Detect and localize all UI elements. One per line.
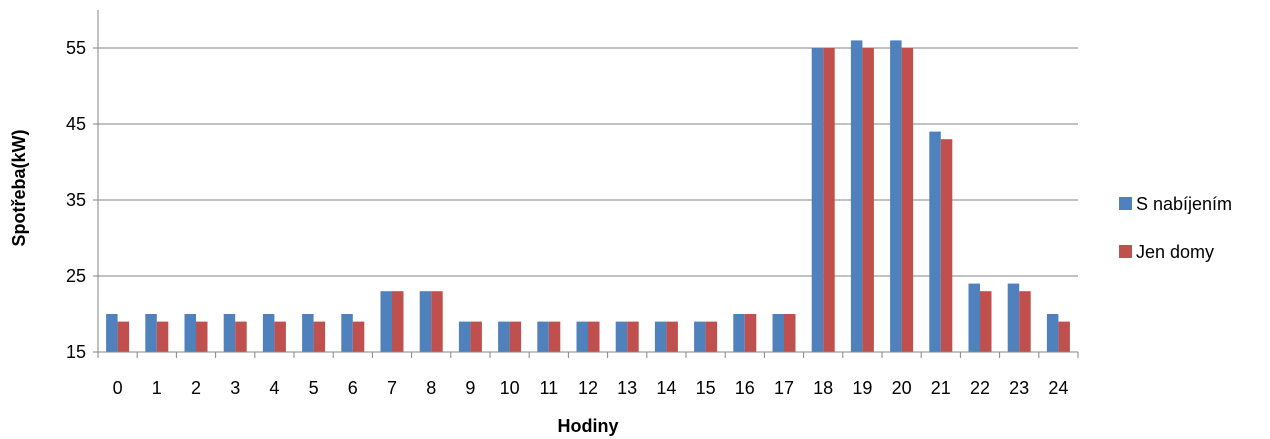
bar-s-nabijenim-15	[694, 321, 706, 352]
bar-s-nabijenim-10	[498, 321, 510, 352]
x-tick-label: 24	[1048, 378, 1068, 398]
bar-s-nabijenim-1	[145, 314, 157, 352]
bar-s-nabijenim-2	[184, 314, 196, 352]
bar-s-nabijenim-9	[458, 321, 471, 352]
bar-jen-domy-1	[156, 321, 169, 352]
x-tick-label: 22	[970, 378, 990, 398]
bar-s-nabijenim-23	[1007, 283, 1020, 352]
x-tick-label: 11	[539, 378, 558, 398]
bar-jen-domy-15	[705, 321, 718, 352]
x-tick-label: 0	[113, 378, 123, 398]
bars	[106, 40, 1070, 353]
bar-jen-domy-16	[744, 314, 757, 352]
bar-jen-domy-22	[980, 291, 992, 352]
x-tick-label: 15	[696, 378, 716, 398]
legend-label-s-nabijenim: S nabíjením	[1136, 194, 1232, 214]
bar-s-nabijenim-8	[419, 291, 432, 352]
bar-jen-domy-13	[627, 321, 639, 352]
bar-jen-domy-14	[666, 321, 678, 352]
x-tick-label: 23	[1009, 378, 1029, 398]
legend: S nabíjením Jen domy	[1119, 194, 1232, 262]
bar-jen-domy-23	[1019, 291, 1031, 352]
legend-swatch-jen-domy	[1119, 245, 1132, 258]
x-tick-label: 5	[309, 378, 319, 398]
x-tick-label: 3	[230, 378, 240, 398]
x-tick-label: 14	[656, 378, 676, 398]
bar-jen-domy-9	[470, 321, 482, 352]
y-tick-label: 15	[66, 342, 86, 362]
x-tick-label: 20	[892, 378, 912, 398]
bar-s-nabijenim-6	[341, 314, 353, 352]
x-axis-title: Hodiny	[558, 416, 619, 436]
x-tick-label: 16	[735, 378, 755, 398]
bar-s-nabijenim-14	[654, 321, 667, 352]
bar-s-nabijenim-16	[733, 314, 745, 352]
bar-s-nabijenim-18	[811, 48, 824, 352]
bar-s-nabijenim-7	[380, 291, 392, 352]
bar-s-nabijenim-20	[890, 40, 902, 353]
bar-jen-domy-12	[588, 321, 600, 352]
x-tick-label: 6	[348, 378, 358, 398]
bar-jen-domy-19	[862, 48, 874, 352]
x-tick-label: 12	[578, 378, 598, 398]
bar-s-nabijenim-19	[850, 40, 863, 353]
y-tick-label: 35	[66, 190, 86, 210]
y-axis-title: Spotřeba(kW)	[9, 129, 29, 246]
x-tick-label: 13	[617, 378, 637, 398]
bar-s-nabijenim-4	[262, 314, 275, 352]
bar-jen-domy-2	[196, 321, 208, 352]
bar-jen-domy-10	[509, 321, 522, 352]
x-tick-label: 18	[813, 378, 833, 398]
bar-s-nabijenim-24	[1046, 314, 1059, 352]
x-tick-labels: 0 1 2 3 4 5 6 7 8 9 10 11 12 13 14 15 16 17 18 19 20 21 22 23 24	[113, 378, 1069, 398]
bar-jen-domy-21	[940, 139, 953, 352]
x-tick-label: 4	[269, 378, 279, 398]
bar-jen-domy-20	[901, 48, 914, 352]
bar-jen-domy-5	[313, 321, 326, 352]
y-tick-labels: 15 25 35 45 55	[66, 38, 86, 362]
bar-s-nabijenim-12	[576, 321, 588, 352]
bar-jen-domy-3	[235, 321, 247, 352]
bar-s-nabijenim-11	[537, 321, 549, 352]
bar-s-nabijenim-5	[302, 314, 314, 352]
bar-jen-domy-18	[823, 48, 835, 352]
bar-jen-domy-24	[1058, 321, 1070, 352]
bar-s-nabijenim-13	[615, 321, 628, 352]
bar-s-nabijenim-17	[772, 314, 784, 352]
x-tick-label: 1	[152, 378, 162, 398]
legend-swatch-s-nabijenim	[1119, 197, 1132, 210]
bar-s-nabijenim-3	[223, 314, 236, 352]
x-tick-label: 2	[191, 378, 201, 398]
bar-s-nabijenim-22	[968, 283, 980, 352]
bar-jen-domy-0	[117, 321, 130, 352]
bar-s-nabijenim-0	[106, 314, 118, 352]
x-tick-label: 8	[426, 378, 436, 398]
x-tick-label: 9	[465, 378, 475, 398]
bar-jen-domy-7	[392, 291, 404, 352]
bar-s-nabijenim-21	[929, 131, 941, 352]
x-tick-label: 7	[387, 378, 397, 398]
legend-label-jen-domy: Jen domy	[1136, 242, 1214, 262]
gridlines	[98, 47, 1078, 277]
bar-jen-domy-6	[352, 321, 365, 352]
bar-jen-domy-17	[784, 314, 796, 352]
x-tick-label: 19	[852, 378, 872, 398]
x-tick-label: 21	[931, 378, 951, 398]
y-tick-label: 45	[66, 114, 86, 134]
bar-jen-domy-11	[548, 321, 561, 352]
y-tick-label: 55	[66, 38, 86, 58]
bar-jen-domy-8	[431, 291, 443, 352]
x-tick-label: 10	[500, 378, 520, 398]
bar-jen-domy-4	[274, 321, 286, 352]
axes	[93, 10, 1079, 358]
y-tick-label: 25	[66, 266, 86, 286]
x-tick-label: 17	[774, 378, 794, 398]
